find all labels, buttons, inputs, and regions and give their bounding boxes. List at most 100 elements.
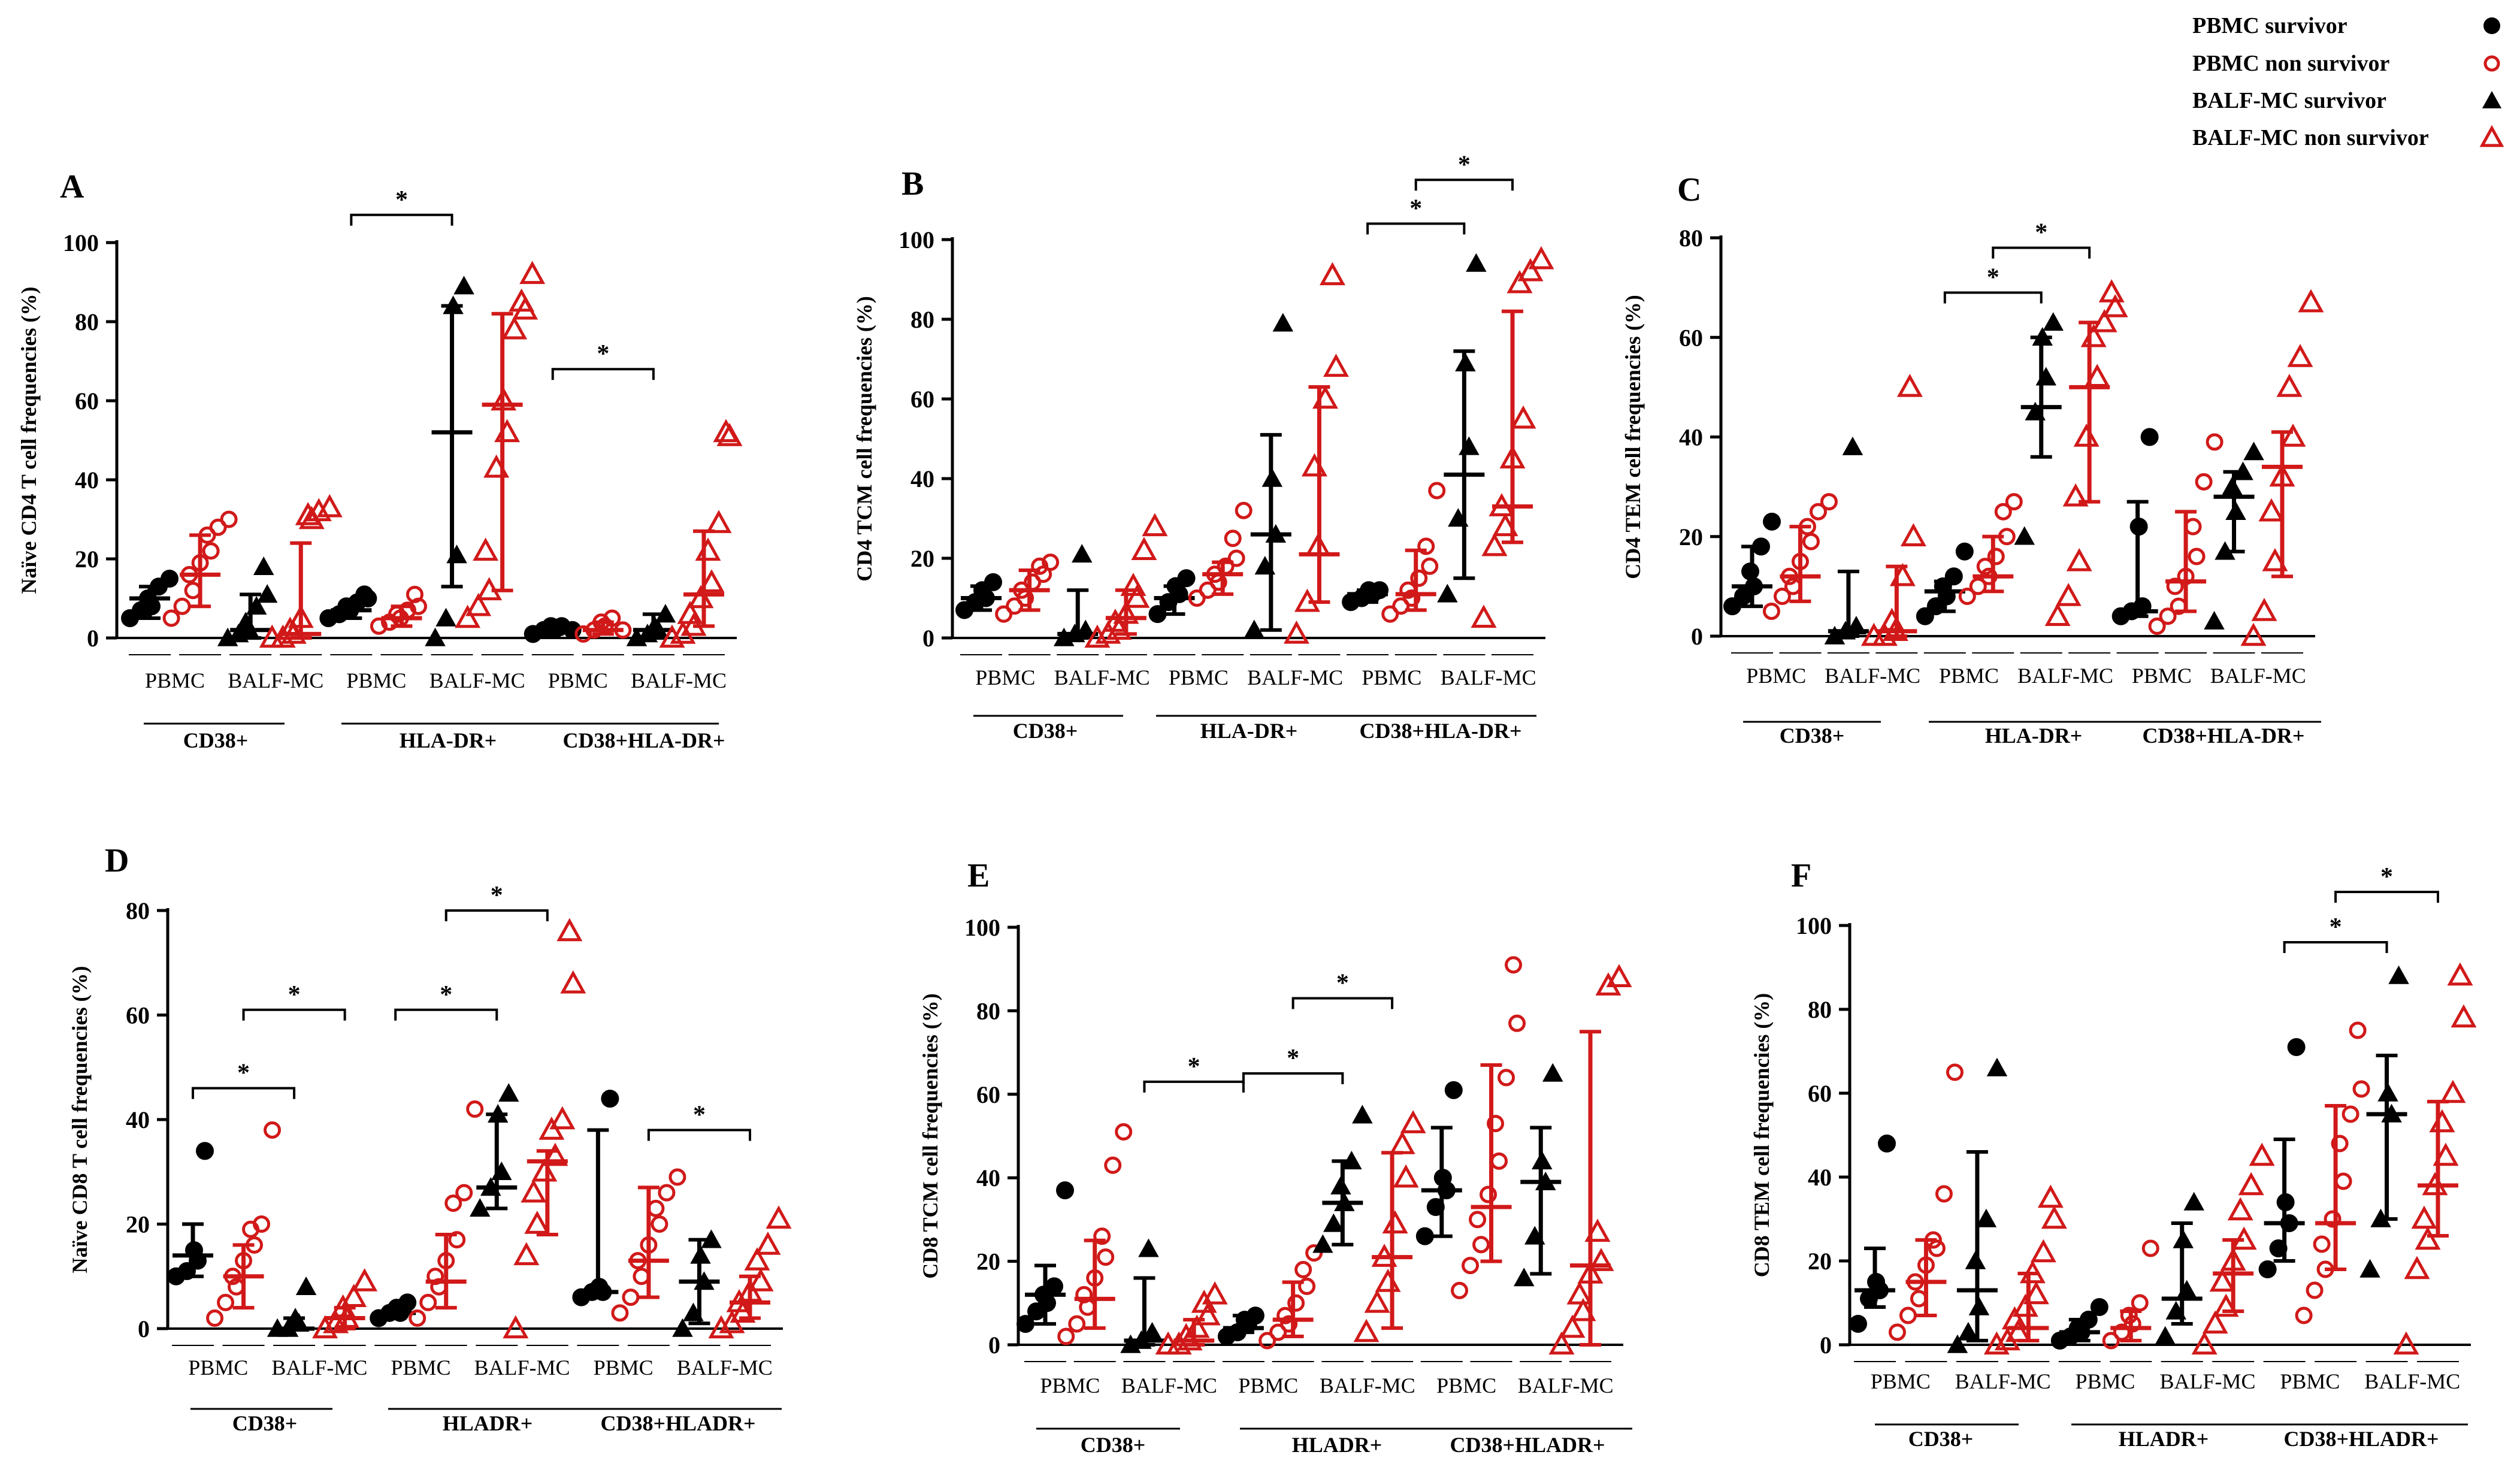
significance-bracket <box>394 1008 498 1021</box>
y-tick-label: 100 <box>964 914 1000 941</box>
group-label: CD38+ <box>1780 724 1845 748</box>
series-group <box>1312 1105 1373 1253</box>
data-point <box>1490 1152 1508 1170</box>
data-point <box>1280 1315 1298 1333</box>
data-point <box>1104 1156 1122 1174</box>
significance-bracket <box>2334 891 2439 903</box>
data-point <box>2306 1281 2324 1299</box>
data-point <box>659 624 685 648</box>
data-point <box>501 316 528 340</box>
data-point <box>658 1184 676 1202</box>
data-point <box>1899 1306 1917 1324</box>
data-point <box>1298 1277 1316 1295</box>
data-point <box>1459 436 1480 455</box>
data-point <box>549 1106 576 1130</box>
data-point <box>651 1215 668 1233</box>
data-point <box>2411 1205 2437 1229</box>
data-point <box>1508 1014 1526 1032</box>
data-point <box>509 288 535 312</box>
significance-bracket <box>647 1129 751 1141</box>
data-point <box>352 1268 378 1291</box>
series-group <box>2111 428 2159 625</box>
data-point <box>253 556 274 575</box>
panel-letter: F <box>1791 857 1811 894</box>
tissue-label: BALF-MC <box>1320 1374 1415 1398</box>
data-point <box>1910 1290 1928 1308</box>
data-point <box>2155 1326 2176 1345</box>
data-point <box>556 918 583 942</box>
data-point <box>1305 1244 1323 1262</box>
group-label: CD38+HLADR+ <box>600 1411 755 1435</box>
data-point <box>173 597 191 615</box>
data-point <box>2258 1260 2277 1278</box>
series-group <box>995 553 1060 623</box>
significance-bracket <box>1943 291 2043 304</box>
series-group <box>1057 1123 1133 1345</box>
significance-star: * <box>1409 195 1422 222</box>
legend-marker <box>2483 17 2500 34</box>
series-group <box>2204 441 2264 630</box>
series-group <box>1824 436 1869 645</box>
data-point <box>2243 441 2264 461</box>
series-group <box>672 1229 722 1337</box>
panel-e: E 0 20 40 60 80 100 CD8 TCM cell frequencies (%… <box>918 857 1632 1457</box>
series-group <box>267 1276 317 1337</box>
data-point <box>494 419 521 443</box>
data-point <box>2433 1142 2459 1166</box>
significance-bracket <box>551 368 655 380</box>
significance-star: * <box>288 981 301 1009</box>
data-point <box>220 510 238 528</box>
data-point <box>1017 1315 1034 1333</box>
series-group <box>503 918 586 1339</box>
tissue-label: PBMC <box>188 1356 248 1380</box>
data-point <box>253 1215 271 1233</box>
data-point <box>2131 1294 2149 1312</box>
data-point <box>2090 1298 2108 1316</box>
significance-star: * <box>1458 151 1471 179</box>
data-point <box>2334 1172 2352 1190</box>
data-point <box>2324 1210 2341 1228</box>
data-point <box>695 537 721 561</box>
series-group <box>611 1168 686 1322</box>
data-point <box>1762 602 1780 620</box>
data-point <box>1042 553 1060 571</box>
data-point <box>312 1315 338 1339</box>
series-group <box>2359 965 2409 1278</box>
data-point <box>1498 1069 1515 1087</box>
series-group <box>167 1142 214 1285</box>
data-point <box>2041 1205 2067 1229</box>
panel-c: C 0 20 40 60 80 CD4 TEM cell frequencies (%) PB… <box>1621 171 2324 748</box>
data-point <box>1802 533 1820 550</box>
data-point <box>2429 1109 2455 1133</box>
significance-bracket <box>1992 246 2091 259</box>
data-point <box>1312 1234 1333 1253</box>
data-point <box>1820 493 1838 511</box>
data-point <box>655 604 676 623</box>
tissue-label: BALF-MC <box>2017 664 2113 688</box>
significance-bracket <box>242 1008 346 1021</box>
data-point <box>444 1194 462 1212</box>
tissue-label: BALF-MC <box>2364 1369 2460 1393</box>
series-group <box>1148 569 1196 624</box>
group-label: CD38+HLA-DR+ <box>2142 724 2304 748</box>
data-point <box>2206 433 2223 451</box>
y-tick-label: 80 <box>1808 996 1832 1023</box>
group-label: CD38+ <box>1081 1433 1146 1457</box>
series-group <box>708 1205 792 1339</box>
tissue-label: PBMC <box>1169 666 1229 689</box>
y-tick-label: 60 <box>1679 324 1703 351</box>
data-point <box>2404 1256 2430 1280</box>
data-point <box>1045 1277 1063 1296</box>
series-group <box>1259 1244 1323 1350</box>
legend-marker <box>2483 55 2500 72</box>
data-point <box>2287 344 2313 367</box>
series-group <box>1958 493 2023 605</box>
data-point <box>1471 604 1497 628</box>
series-group <box>1723 512 1781 616</box>
data-point <box>217 1293 235 1311</box>
data-point <box>264 1121 282 1139</box>
group-label: HLADR+ <box>2119 1427 2209 1451</box>
data-point <box>1375 1269 1401 1292</box>
group-label: CD38+ <box>1013 719 1078 743</box>
